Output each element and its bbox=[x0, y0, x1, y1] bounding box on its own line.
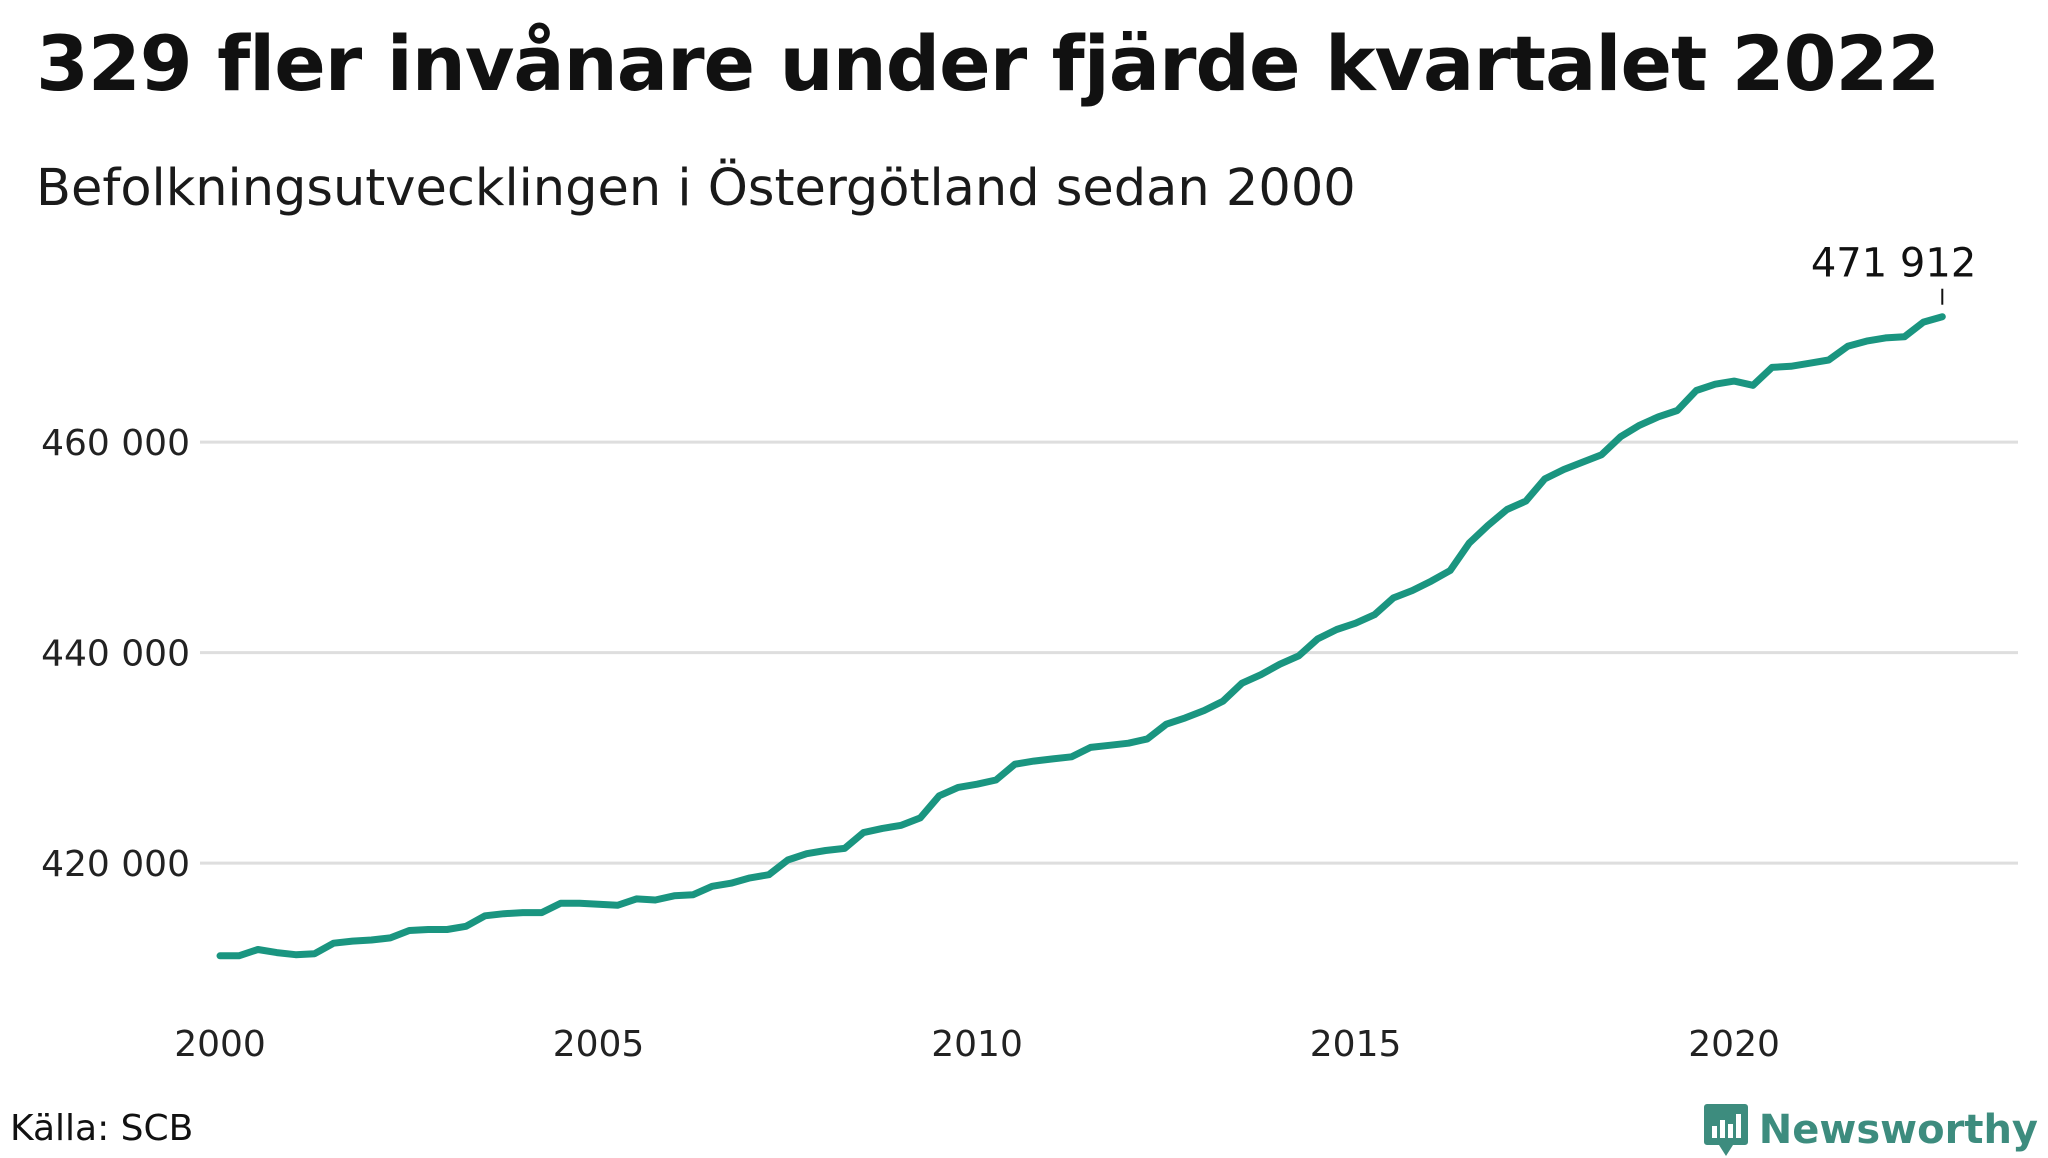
y-tick-label: 420 000 bbox=[41, 844, 190, 885]
newsworthy-logo-icon bbox=[1703, 1104, 1748, 1156]
gridlines bbox=[200, 440, 2018, 865]
source-note: Källa: SCB bbox=[10, 1108, 194, 1149]
y-tick-label: 460 000 bbox=[41, 423, 190, 464]
x-tick-label: 2000 bbox=[174, 1024, 266, 1065]
x-axis-tick-labels: 2000 2005 2010 2015 2020 bbox=[174, 1024, 1780, 1065]
x-tick-label: 2010 bbox=[931, 1024, 1023, 1065]
chart-title: 329 fler invånare under fjärde kvartalet… bbox=[36, 19, 1940, 108]
chart-subtitle: Befolkningsutvecklingen i Östergötland s… bbox=[36, 159, 1356, 218]
brand-name: Newsworthy bbox=[1758, 1107, 2038, 1153]
x-tick-label: 2020 bbox=[1688, 1024, 1780, 1065]
y-tick-label: 440 000 bbox=[41, 634, 190, 675]
series-line bbox=[216, 313, 1946, 960]
brand-logo: Newsworthy bbox=[1703, 1102, 2038, 1158]
x-tick-label: 2005 bbox=[553, 1024, 645, 1065]
end-value-label: 471 912 bbox=[1811, 241, 1976, 287]
y-axis-tick-labels: 420 000 440 000 460 000 bbox=[41, 423, 190, 885]
x-tick-label: 2015 bbox=[1310, 1024, 1402, 1065]
